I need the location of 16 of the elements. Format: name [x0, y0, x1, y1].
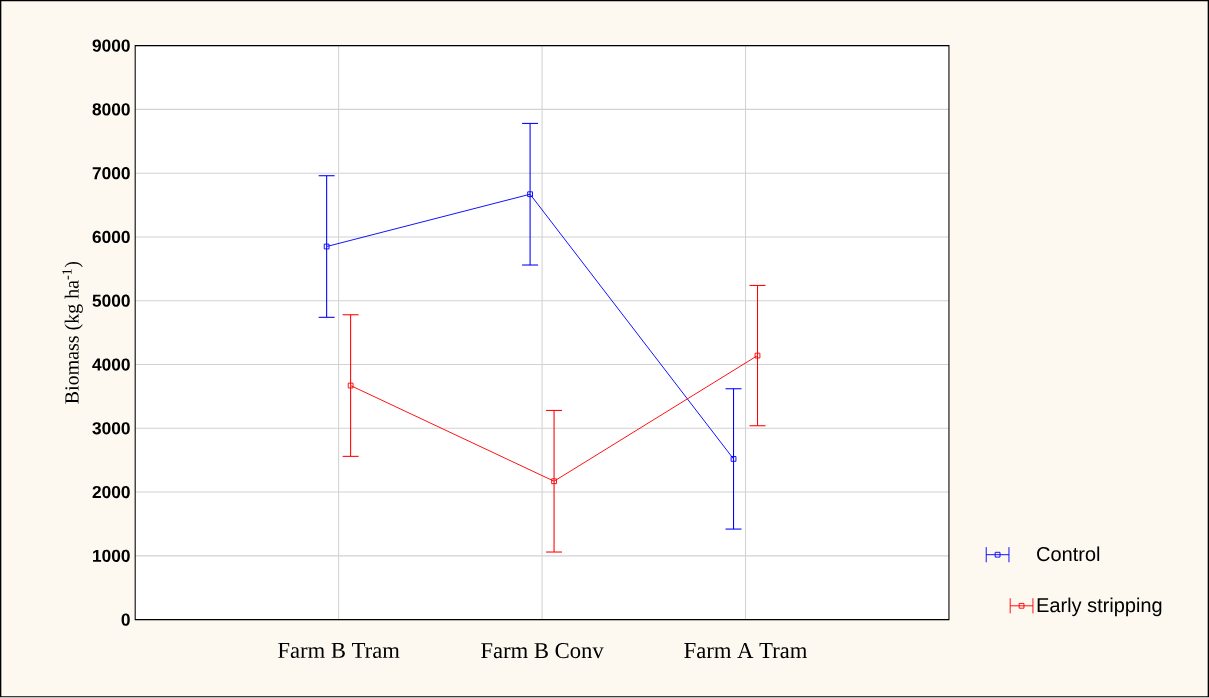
- x-tick-label: Farm B Tram: [278, 643, 400, 659]
- y-tick-label: 3000: [92, 422, 130, 435]
- y-tick-label: 9000: [92, 39, 130, 52]
- x-tick-label: Farm B Conv: [481, 643, 604, 659]
- y-tick-label: 2000: [92, 486, 130, 499]
- legend-label: Early stripping: [1037, 597, 1162, 617]
- y-tick-label: 1000: [93, 549, 130, 563]
- y-tick-label: 8000: [92, 103, 130, 116]
- y-tick-label: 4000: [92, 358, 130, 371]
- legend-label: Control: [1037, 546, 1100, 562]
- y-axis-title: Biomass (kg ha$^{-1}$): [62, 262, 83, 404]
- y-tick-label: 7000: [92, 167, 130, 180]
- y-tick-label: 6000: [92, 231, 130, 244]
- y-tick-label: 0: [121, 613, 130, 626]
- y-tick-label: 5000: [92, 294, 130, 308]
- x-tick-label: Farm A Tram: [684, 643, 808, 659]
